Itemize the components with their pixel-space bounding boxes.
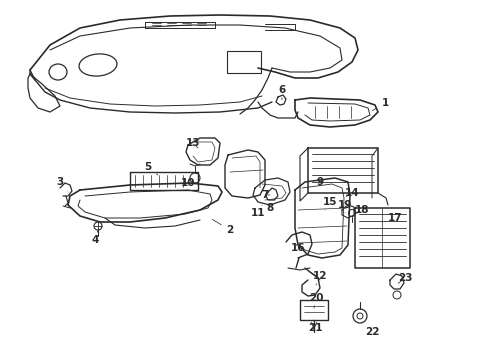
Text: 2: 2 (212, 220, 234, 235)
Text: 12: 12 (313, 271, 327, 285)
Text: 5: 5 (145, 162, 158, 175)
Text: 11: 11 (251, 205, 265, 218)
Text: 22: 22 (362, 322, 379, 337)
Text: 9: 9 (317, 177, 323, 187)
Text: 10: 10 (181, 178, 195, 188)
Text: 13: 13 (186, 138, 200, 148)
Text: 20: 20 (309, 293, 323, 308)
Text: 7: 7 (261, 190, 270, 200)
Text: 18: 18 (355, 205, 369, 215)
Text: 14: 14 (344, 188, 359, 198)
Text: 15: 15 (323, 197, 337, 210)
Text: 16: 16 (291, 243, 305, 253)
Text: 1: 1 (372, 98, 389, 111)
Text: 19: 19 (338, 200, 352, 213)
Text: 4: 4 (91, 230, 98, 245)
Text: 8: 8 (267, 200, 275, 213)
Text: 21: 21 (308, 320, 322, 333)
Text: 23: 23 (398, 273, 412, 283)
Text: 6: 6 (278, 85, 286, 100)
Text: 17: 17 (382, 213, 402, 223)
Text: 3: 3 (56, 177, 68, 192)
